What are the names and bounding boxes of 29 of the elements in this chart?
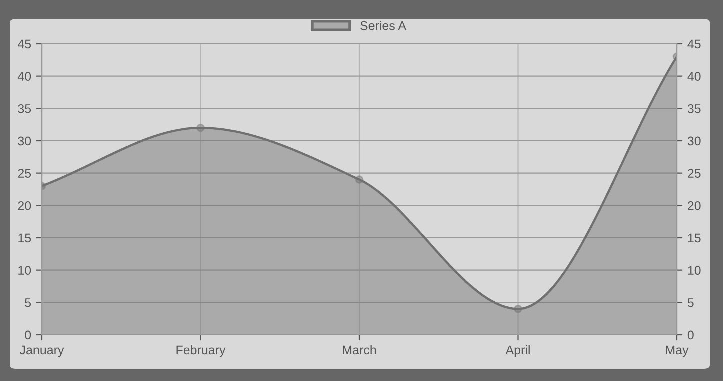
y-tick-label: 20 bbox=[18, 201, 32, 210]
x-tick-label: May bbox=[666, 346, 689, 358]
y2-tick-label: 35 bbox=[688, 104, 701, 114]
y2-tick-label: 0 bbox=[688, 330, 694, 340]
y-tick-label: 40 bbox=[18, 72, 32, 81]
y2-tick-label: 10 bbox=[688, 266, 701, 275]
y-tick-label: 15 bbox=[18, 234, 32, 243]
point bbox=[514, 304, 522, 314]
y-tick-label: 35 bbox=[18, 104, 32, 114]
y2-tick-label: 5 bbox=[688, 298, 694, 308]
point bbox=[196, 124, 205, 132]
y2-tick-label: 25 bbox=[688, 169, 701, 178]
y2-tick-label: 15 bbox=[688, 234, 701, 243]
y2-tick-label: 40 bbox=[688, 72, 701, 81]
point bbox=[355, 176, 364, 184]
x-tick-label: April bbox=[506, 345, 530, 358]
x-tick-label: February bbox=[176, 345, 226, 358]
x-tick-label: January bbox=[20, 346, 64, 358]
y-tick-label: 30 bbox=[18, 136, 32, 146]
y-tick-label: 5 bbox=[25, 298, 32, 308]
y2-tick-label: 30 bbox=[688, 136, 701, 146]
x-tick-label: March bbox=[343, 345, 376, 355]
y2-tick-label: 20 bbox=[688, 201, 701, 210]
y-tick-label: 25 bbox=[18, 169, 32, 178]
legend-label: Series A bbox=[360, 21, 406, 30]
y-tick-label: 0 bbox=[25, 330, 32, 340]
y2-tick-label: 45 bbox=[688, 40, 701, 49]
y-tick-label: 45 bbox=[18, 40, 32, 49]
y-tick-label: 10 bbox=[18, 266, 32, 275]
